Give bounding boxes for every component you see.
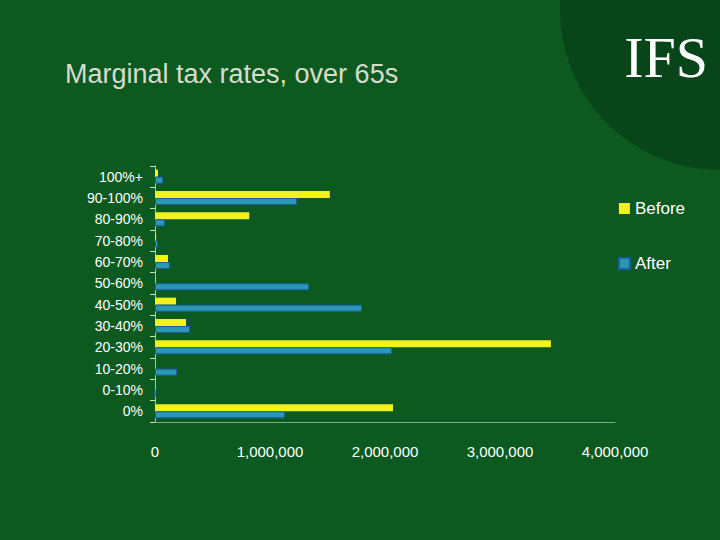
svg-text:100%+: 100%+ [99,169,143,185]
svg-text:1,000,000: 1,000,000 [237,443,304,460]
svg-text:30-40%: 30-40% [95,318,143,334]
svg-text:0-10%: 0-10% [103,382,143,398]
svg-text:80-90%: 80-90% [95,211,143,227]
svg-text:0: 0 [151,443,159,460]
svg-text:90-100%: 90-100% [87,190,143,206]
svg-text:20-30%: 20-30% [95,339,143,355]
svg-text:4,000,000: 4,000,000 [582,443,649,460]
svg-text:Before: Before [635,199,685,218]
svg-text:Marginal tax rates, over 65s: Marginal tax rates, over 65s [65,59,398,89]
svg-text:2,000,000: 2,000,000 [352,443,419,460]
svg-text:40-50%: 40-50% [95,297,143,313]
svg-text:0%: 0% [123,403,143,419]
svg-text:10-20%: 10-20% [95,361,143,377]
svg-text:50-60%: 50-60% [95,275,143,291]
svg-text:IFS: IFS [624,25,708,90]
svg-text:60-70%: 60-70% [95,254,143,270]
svg-text:70-80%: 70-80% [95,233,143,249]
svg-text:After: After [635,254,671,273]
svg-text:3,000,000: 3,000,000 [467,443,534,460]
